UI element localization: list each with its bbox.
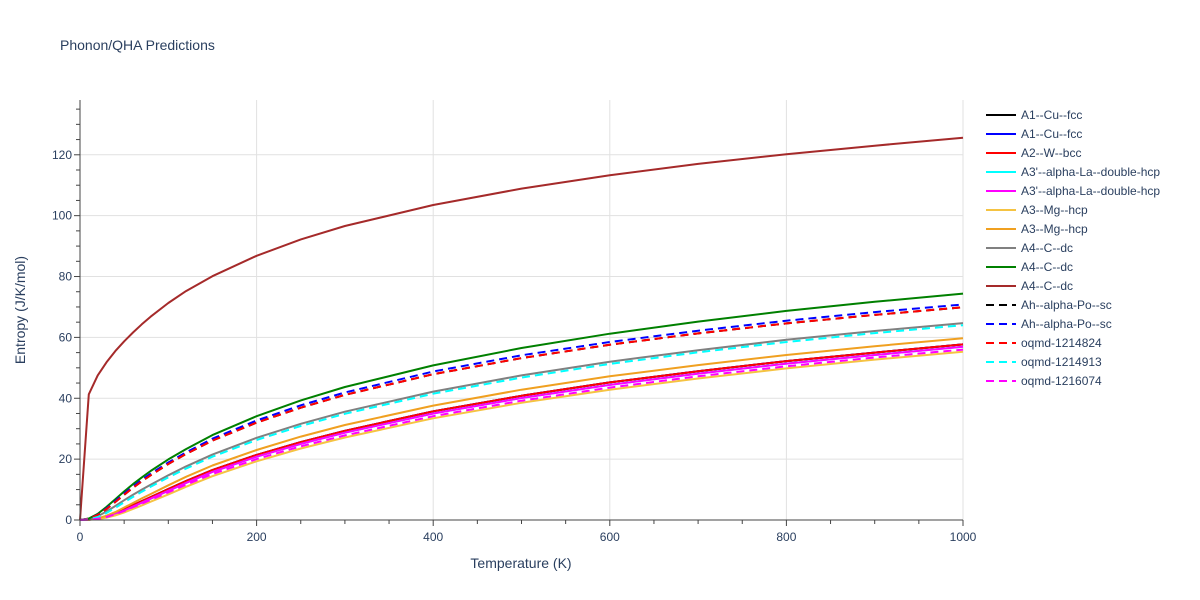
legend-item-label[interactable]: A3--Mg--hcp [1021,222,1088,236]
series-line-12 [79,306,964,521]
legend-item-label[interactable]: A3'--alpha-La--double-hcp [1021,184,1160,198]
legend-item-label[interactable]: A2--W--bcc [1021,146,1081,160]
series-layer [79,136,964,521]
y-tick-label: 60 [59,330,73,344]
y-tick-label: 80 [59,270,73,284]
chart-title: Phonon/QHA Predictions [60,37,215,53]
legend-item-label[interactable]: oqmd-1214913 [1021,355,1102,369]
y-tick-label: 20 [59,452,73,466]
x-tick-label: 1000 [950,530,977,544]
x-tick-label: 200 [247,530,267,544]
series-line-11 [79,303,964,521]
x-tick-label: 400 [423,530,443,544]
series-line-4 [79,345,964,521]
series-line-14 [79,348,964,521]
series-line-2 [79,343,964,521]
legend-item-label[interactable]: A4--C--dc [1021,241,1073,255]
y-tick-label: 100 [52,209,72,223]
legend-item-label[interactable]: Ah--alpha-Po--sc [1021,317,1112,331]
series-line-8 [79,292,964,521]
x-tick-label: 0 [77,530,84,544]
x-axis-title: Temperature (K) [470,555,571,571]
legend-item-label[interactable]: A3'--alpha-La--double-hcp [1021,165,1160,179]
x-tick-label: 600 [600,530,620,544]
series-line-3 [79,345,964,521]
x-tick-label: 800 [776,530,796,544]
legend-item-label[interactable]: A1--Cu--fcc [1021,108,1082,122]
series-line-10 [79,306,964,521]
legend-item-label[interactable]: Ah--alpha-Po--sc [1021,298,1112,312]
legend: A1--Cu--fcc A1--Cu--fcc A2--W--bcc A3'--alp… [986,108,1160,388]
series-line-0 [79,343,964,521]
series-line-9 [79,136,964,521]
series-line-7 [79,322,964,521]
series-line-13 [79,324,964,521]
series-line-1 [79,343,964,521]
legend-item-label[interactable]: A1--Cu--fcc [1021,127,1082,141]
legend-item-label[interactable]: oqmd-1214824 [1021,336,1102,350]
legend-item-label[interactable]: A3--Mg--hcp [1021,203,1088,217]
axes-layer: 0 200 400 600 800 1000 0 20 40 60 80 100 120 [52,100,977,544]
legend-item-label[interactable]: A4--C--dc [1021,260,1073,274]
grid-layer [80,100,964,520]
series-line-6 [79,337,964,521]
y-tick-label: 40 [59,391,73,405]
legend-item-label[interactable]: A4--C--dc [1021,279,1073,293]
y-tick-label: 120 [52,148,72,162]
y-axis-title: Entropy (J/K/mol) [12,256,28,364]
legend-item-label[interactable]: oqmd-1216074 [1021,374,1102,388]
y-tick-label: 0 [65,513,72,527]
